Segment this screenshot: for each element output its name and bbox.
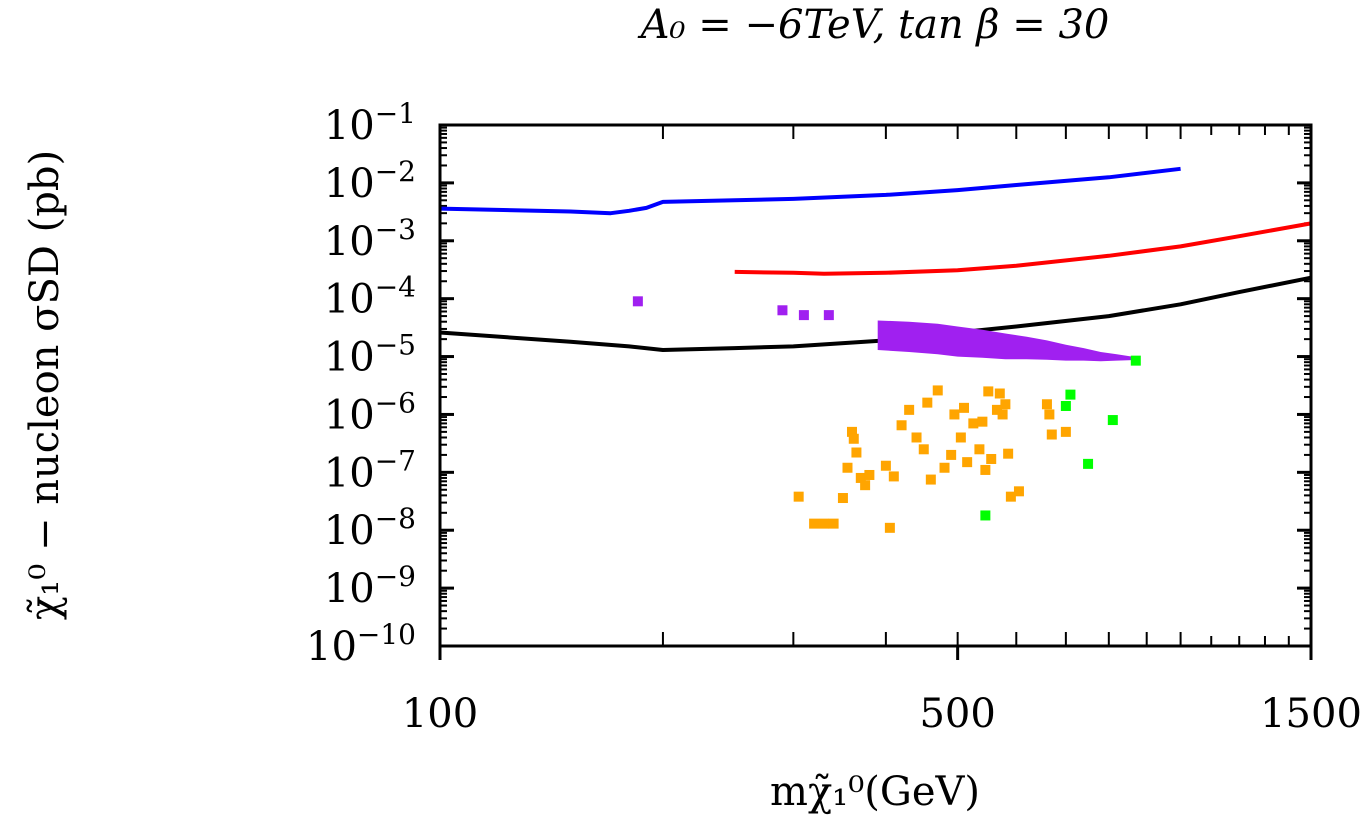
curve-limit-red [734, 221, 1312, 276]
scatter-point-orange [946, 449, 957, 460]
scatter-point-green [1060, 400, 1071, 411]
scatter-point-green [1130, 355, 1141, 366]
y-axis-label: χ̃₁⁰ − nucleon σSD (pb) [22, 150, 68, 620]
scatter-point-orange [962, 457, 973, 468]
scatter-point-orange [1060, 426, 1071, 437]
curve-limit-blue [439, 166, 1181, 216]
scatter-point-orange [932, 385, 943, 396]
scatter-point-orange [819, 518, 830, 529]
scatter-point-orange [842, 462, 853, 473]
scatter-point-orange [925, 474, 936, 485]
y-tick-label: 10−9 [324, 560, 416, 612]
plot-layer: 10−1 10−2 10−3 10−4 10−510−6 10−7 10−8 10−9 10−1… [306, 97, 1362, 737]
scatter-point-orange [846, 426, 857, 437]
scatter-point-orange [860, 480, 871, 491]
scatter-point-orange [986, 453, 997, 464]
scatter-point-orange [1000, 399, 1011, 410]
y-tick-label: 10−1 [324, 97, 416, 149]
scatter-point-purple [823, 310, 834, 321]
scatter-point-orange [1046, 429, 1057, 440]
scatter-point-orange [949, 409, 960, 420]
scatter-point-orange [809, 518, 820, 529]
scatter-point-orange [904, 404, 915, 415]
y-tick-label: 10−10 [306, 618, 416, 670]
x-tick-label: 100 [402, 691, 478, 737]
scatter-point-purple [798, 310, 809, 321]
scatter-point-orange [939, 462, 950, 473]
scatter-point-orange [880, 460, 891, 471]
scatter-point-orange [1041, 399, 1052, 410]
scatter-point-orange [991, 404, 1002, 415]
y-tick-label: 10−4 [324, 271, 416, 323]
y-tick-label: 10−8 [324, 502, 416, 554]
scatter-point-orange [980, 464, 991, 475]
x-tick-label: 1500 [1260, 691, 1362, 737]
scatter-point-orange [1003, 448, 1014, 459]
scatter-point-orange [977, 416, 988, 427]
scatter-point-orange [837, 493, 848, 504]
scatter-point-orange [793, 491, 804, 502]
scatter-point-orange [974, 444, 985, 455]
scatter-point-orange [968, 418, 979, 429]
scatter-point-orange [848, 433, 859, 444]
scatter-point-orange [888, 471, 899, 482]
scatter-point-orange [1044, 409, 1055, 420]
scatter-point-orange [911, 432, 922, 443]
scatter-point-orange [955, 432, 966, 443]
scatter-point-green [1065, 389, 1076, 400]
x-axis-label: mχ̃₁⁰(GeV) [770, 769, 980, 815]
scatter-point-purple [632, 296, 643, 307]
y-tick-label: 10−6 [324, 386, 416, 438]
y-tick-label: 10−7 [324, 444, 416, 496]
y-tick-label: 10−5 [324, 329, 416, 381]
y-tick-label: 10−3 [324, 213, 416, 265]
scatter-point-orange [828, 518, 839, 529]
scatter-point-purple [777, 305, 788, 316]
scatter-point-orange [864, 469, 875, 480]
scatter-band-purple [877, 320, 1133, 362]
scatter-point-orange [918, 444, 929, 455]
scatter-point-orange [884, 522, 895, 533]
plot-frame [438, 123, 1313, 648]
scatter-point-orange [983, 386, 994, 397]
scatter-point-green [1107, 415, 1118, 426]
x-tick-label: 500 [919, 691, 995, 737]
scatter-point-orange [851, 447, 862, 458]
chart-title: A₀ = −6TeV, tan β = 30 [637, 2, 1110, 48]
scatter-point-green [980, 510, 991, 521]
scatter-point-orange [1013, 486, 1024, 497]
scatter-point-orange [959, 402, 970, 413]
scatter-point-green [1083, 458, 1094, 469]
scatter-point-orange [896, 420, 907, 431]
curve-limit-black [439, 275, 1312, 352]
scatter-point-orange [997, 409, 1008, 420]
scatter-point-orange [855, 472, 866, 483]
y-tick-label: 10−2 [324, 155, 416, 207]
scatter-point-orange [994, 388, 1005, 399]
scatter-point-orange [1005, 491, 1016, 502]
scatter-point-orange [922, 397, 933, 408]
